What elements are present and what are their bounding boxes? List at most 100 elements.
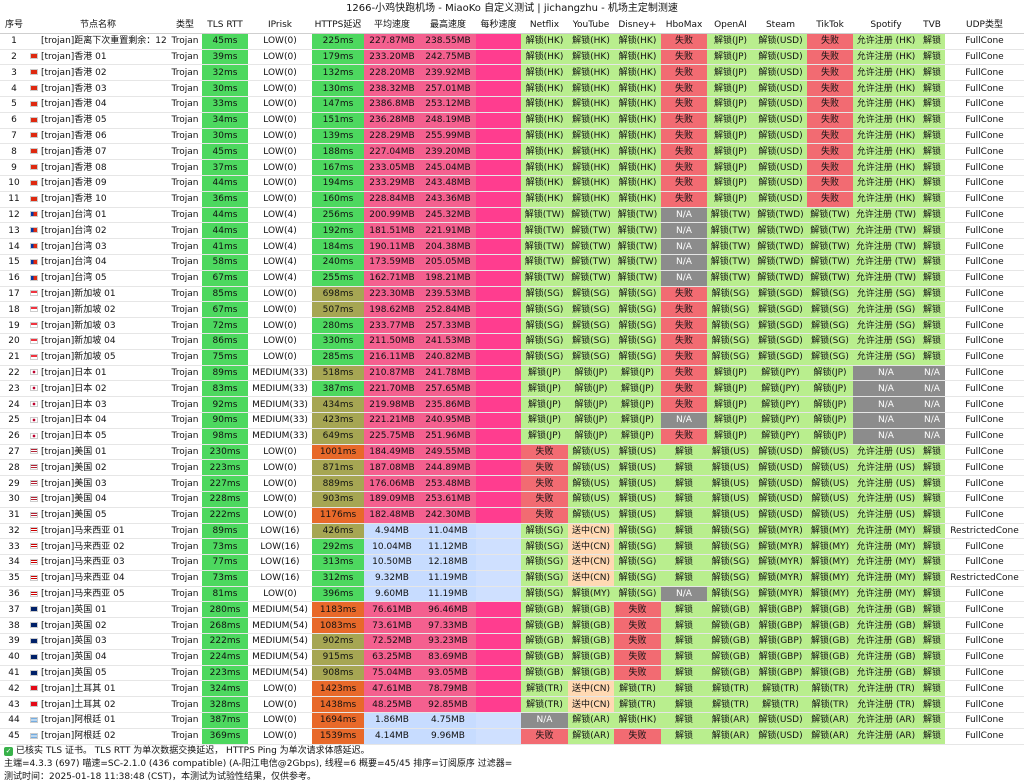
cell-type: Trojan xyxy=(168,128,202,145)
column-header[interactable]: TVB xyxy=(919,18,945,34)
column-header[interactable]: Netflix xyxy=(521,18,568,34)
column-header[interactable]: 类型 xyxy=(168,18,202,34)
cell-risk: LOW(16) xyxy=(248,538,312,556)
cell-tvb: 解锁 xyxy=(919,238,945,255)
cell-type: Trojan xyxy=(168,507,202,524)
cell-yt: 解锁(JP) xyxy=(568,412,614,429)
cell-oai: 解锁(JP) xyxy=(707,175,754,192)
cell-dp: 解锁(US) xyxy=(614,491,661,508)
cell-hbo: 失败 xyxy=(661,80,707,97)
speed-graph-masked xyxy=(476,128,521,145)
column-header[interactable]: Steam xyxy=(754,18,807,34)
cell-https: 908ms xyxy=(312,665,364,682)
column-header[interactable]: 最高速度 xyxy=(420,18,476,34)
cell-nf: 解锁(HK) xyxy=(521,33,568,50)
table-row: 45 [trojan]阿根廷 02 Trojan 369ms LOW(0) 1539ms 4… xyxy=(0,728,1024,745)
node-name-text: [trojan]香港 09 xyxy=(41,178,107,189)
cell-udp: FullCone xyxy=(945,475,1024,492)
table-row: 5 [trojan]香港 04 Trojan 33ms LOW(0) 147ms 2386.… xyxy=(0,96,1024,113)
node-name-text: [trojan]英国 05 xyxy=(41,668,107,679)
hk-flag-icon xyxy=(30,100,38,107)
cell-max: 11.04MB xyxy=(420,523,476,540)
cell-steam: 解锁(SGD) xyxy=(754,317,807,334)
cell-tk: 解锁(GB) xyxy=(807,649,853,666)
node-name-text: [trojan]距离下次重置剩余：12 天 xyxy=(41,36,168,47)
cell-nf: 解锁(SG) xyxy=(521,349,568,366)
cell-yt: 解锁(JP) xyxy=(568,396,614,413)
column-header[interactable]: 节点名称 xyxy=(28,18,168,34)
cell-n: 17 xyxy=(0,286,28,303)
cell-max: 244.89MB xyxy=(420,459,476,477)
column-header[interactable]: 序号 xyxy=(0,18,28,34)
cell-dp: 解锁(SG) xyxy=(614,538,661,556)
cell-oai: 解锁(SG) xyxy=(707,554,754,571)
cell-tvb: N/A xyxy=(919,412,945,429)
column-header[interactable]: YouTube xyxy=(568,18,614,34)
column-header[interactable]: 每秒速度 xyxy=(476,18,521,34)
cell-rtt: 83ms xyxy=(202,380,248,398)
cell-tk: 解锁(TW) xyxy=(807,222,853,240)
cell-nf: 失败 xyxy=(521,444,568,461)
cell-yt: 解锁(GB) xyxy=(568,601,614,619)
table-row: 19 [trojan]新加坡 03 Trojan 72ms LOW(0) 280ms 233… xyxy=(0,317,1024,334)
cell-sp: 允许注册 (HK) xyxy=(853,143,919,161)
node-name: [trojan]英国 04 xyxy=(28,649,168,666)
speed-graph-masked xyxy=(476,665,521,682)
column-header[interactable]: HboMax xyxy=(661,18,707,34)
column-header[interactable]: Spotify xyxy=(853,18,919,34)
node-name-text: [trojan]新加坡 04 xyxy=(41,336,116,347)
cell-n: 39 xyxy=(0,633,28,650)
cell-type: Trojan xyxy=(168,554,202,571)
cell-tk: 失败 xyxy=(807,49,853,66)
column-header[interactable]: TikTok xyxy=(807,18,853,34)
column-header[interactable]: TLS RTT xyxy=(202,18,248,34)
cell-rtt: 228ms xyxy=(202,491,248,508)
cell-nf: 解锁(TW) xyxy=(521,222,568,240)
cell-tk: 失败 xyxy=(807,191,853,208)
cell-https: 179ms xyxy=(312,49,364,66)
cell-tvb: 解锁 xyxy=(919,680,945,698)
cell-sp: N/A xyxy=(853,380,919,398)
speed-graph-masked xyxy=(476,349,521,366)
tr-flag-icon xyxy=(30,685,38,692)
cell-sp: 允许注册 (HK) xyxy=(853,128,919,145)
cell-avg: 162.71MB xyxy=(364,270,420,287)
speed-graph-masked xyxy=(476,554,521,571)
cell-yt: 解锁(HK) xyxy=(568,143,614,161)
cell-sp: 允许注册 (TW) xyxy=(853,207,919,224)
cell-tk: 解锁(JP) xyxy=(807,412,853,429)
node-name-text: [trojan]日本 01 xyxy=(41,367,107,378)
cell-avg: 190.11MB xyxy=(364,238,420,255)
cell-hbo: 失败 xyxy=(661,143,707,161)
cell-tk: 解锁(TW) xyxy=(807,238,853,255)
hk-flag-icon xyxy=(30,164,38,171)
node-name-text: [trojan]日本 02 xyxy=(41,383,107,394)
column-header[interactable]: Disney+ xyxy=(614,18,661,34)
cell-tk: 解锁(AR) xyxy=(807,728,853,745)
column-header[interactable]: HTTPS延迟 xyxy=(312,18,364,34)
cell-risk: LOW(0) xyxy=(248,159,312,176)
cell-oai: 解锁(GB) xyxy=(707,617,754,635)
cell-n: 16 xyxy=(0,270,28,287)
node-name: [trojan]马来西亚 05 xyxy=(28,586,168,603)
cell-type: Trojan xyxy=(168,586,202,603)
node-name: [trojan]英国 03 xyxy=(28,633,168,650)
column-header[interactable]: OpenAI xyxy=(707,18,754,34)
node-name-text: [trojan]台湾 03 xyxy=(41,241,107,252)
column-header[interactable]: UDP类型 xyxy=(945,18,1024,34)
cell-max: 11.19MB xyxy=(420,570,476,587)
cell-https: 130ms xyxy=(312,80,364,97)
cell-avg: 228.84MB xyxy=(364,191,420,208)
column-header[interactable]: 平均速度 xyxy=(364,18,420,34)
cell-n: 44 xyxy=(0,712,28,729)
cell-oai: 解锁(SG) xyxy=(707,570,754,587)
column-header[interactable]: IPrisk xyxy=(248,18,312,34)
cell-avg: 210.87MB xyxy=(364,365,420,382)
cell-udp: FullCone xyxy=(945,712,1024,729)
cell-rtt: 90ms xyxy=(202,412,248,429)
cell-tk: 解锁(MY) xyxy=(807,554,853,571)
cell-avg: 10.50MB xyxy=(364,554,420,571)
cell-yt: 解锁(TW) xyxy=(568,254,614,271)
cell-risk: MEDIUM(54) xyxy=(248,633,312,650)
cell-oai: 解锁(JP) xyxy=(707,412,754,429)
